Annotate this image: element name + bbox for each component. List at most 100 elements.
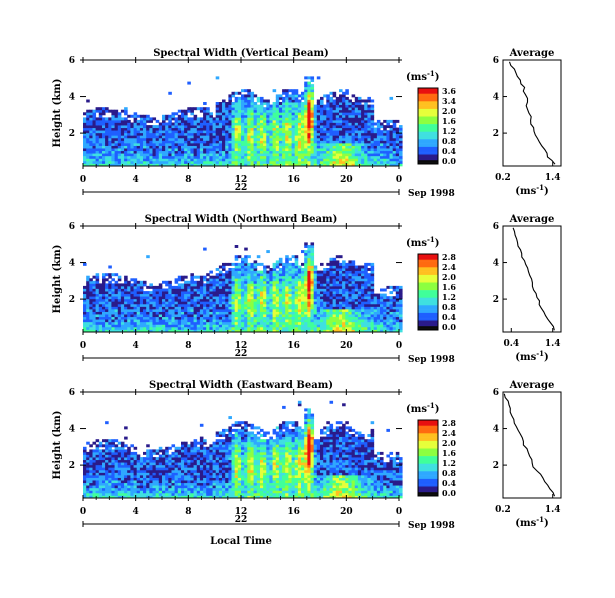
heatmap-cell <box>136 324 141 328</box>
heatmap-cell <box>380 145 384 149</box>
heatmap-cell <box>139 114 144 118</box>
heatmap-cell <box>269 293 273 297</box>
heatmap-cell <box>370 311 375 315</box>
heatmap-cell <box>127 319 131 323</box>
heatmap-cell <box>253 135 258 139</box>
heatmap-cell <box>291 122 296 126</box>
heatmap-cell <box>225 109 229 113</box>
heatmap-cell <box>95 283 100 287</box>
heatmap-cell <box>304 99 308 103</box>
heatmap-cell <box>297 102 302 105</box>
heatmap-cell <box>215 114 220 118</box>
heatmap-cell <box>392 311 397 315</box>
heatmap-cell <box>184 130 188 134</box>
heatmap-cell <box>89 109 93 113</box>
heatmap-cell <box>380 148 384 152</box>
heatmap-cell <box>234 150 239 154</box>
heatmap-cell <box>218 311 223 315</box>
heatmap-cell <box>250 319 255 323</box>
heatmap-cell <box>335 319 340 323</box>
heatmap-cell <box>304 91 308 95</box>
heatmap-cell <box>354 163 359 167</box>
heatmap-cell <box>288 122 292 126</box>
heatmap-cell <box>228 125 232 129</box>
heatmap-cell <box>376 163 381 167</box>
heatmap-cell <box>120 309 125 312</box>
heatmap-cell <box>237 140 242 144</box>
heatmap-cell <box>361 324 365 328</box>
heatmap-cell <box>348 112 352 116</box>
heatmap-cell <box>307 326 311 330</box>
heatmap-cell <box>291 303 296 307</box>
heatmap-cell <box>354 117 359 121</box>
heatmap-cell <box>253 314 258 318</box>
heatmap-cell <box>95 303 100 307</box>
heatmap-cell <box>130 329 134 333</box>
heatmap-cell <box>136 321 141 325</box>
heatmap-cell <box>395 160 400 164</box>
heatmap-cell <box>187 329 191 333</box>
heatmap-cell <box>310 265 315 269</box>
heatmap-cell <box>307 122 311 126</box>
heatmap-cell <box>241 314 245 318</box>
heatmap-cell <box>244 114 248 118</box>
heatmap-cell <box>383 130 387 134</box>
heatmap-cell <box>351 158 356 162</box>
heatmap-cell <box>367 155 371 159</box>
heatmap-cell <box>323 130 327 134</box>
heatmap-cell <box>184 145 188 149</box>
heatmap-cell <box>231 163 236 167</box>
heatmap-cell <box>294 288 299 292</box>
heatmap-cell <box>310 86 315 90</box>
heatmap-cell <box>383 319 387 323</box>
heatmap-cell <box>313 303 318 307</box>
heatmap-cell <box>98 150 103 154</box>
heatmap-cell <box>86 112 90 116</box>
heatmap-cell <box>98 122 103 126</box>
heatmap-cell <box>250 278 255 282</box>
heatmap-cell <box>316 155 321 159</box>
heatmap-cell <box>367 114 371 118</box>
heatmap-cell <box>335 102 340 105</box>
heatmap-cell <box>127 127 131 131</box>
heatmap-cell <box>285 137 289 141</box>
heatmap-cell <box>215 158 220 162</box>
heatmap-cell <box>399 321 403 325</box>
heatmap-cell <box>174 125 179 129</box>
heatmap-cell <box>193 329 198 333</box>
heatmap-cell <box>181 145 185 149</box>
heatmap-cell <box>174 291 179 295</box>
heatmap-cell <box>392 319 397 323</box>
heatmap-cell <box>102 107 106 111</box>
heatmap-cell <box>130 135 134 139</box>
heatmap-cell <box>237 99 242 103</box>
heatmap-cell <box>209 326 213 330</box>
heatmap-cell <box>288 311 292 315</box>
heatmap-cell <box>269 104 273 108</box>
heatmap-cell <box>187 280 191 284</box>
heatmap-cell <box>209 291 213 295</box>
heatmap-cell <box>367 137 371 141</box>
heatmap-cell <box>263 160 267 164</box>
heatmap-cell <box>83 137 87 141</box>
heatmap-cell <box>102 314 106 318</box>
heatmap-cell <box>253 137 258 141</box>
heatmap-cell <box>92 135 97 139</box>
heatmap-cell <box>117 135 122 139</box>
heatmap-cell <box>313 107 318 111</box>
heatmap-cells <box>83 76 403 167</box>
heatmap-cell <box>212 324 217 328</box>
profile-xlabel-exp: -1 <box>536 183 544 192</box>
heatmap-cell <box>335 150 340 154</box>
heatmap-cell <box>291 262 296 266</box>
heatmap-cell <box>95 137 100 141</box>
heatmap-cell <box>275 262 280 266</box>
heatmap-cell <box>357 270 362 274</box>
heatmap-cell <box>263 125 267 129</box>
heatmap-cell <box>105 119 109 123</box>
heatmap-cell <box>244 257 248 261</box>
heatmap-cell <box>307 86 311 90</box>
heatmap-cell <box>282 122 286 126</box>
heatmap-cell <box>124 309 128 312</box>
heatmap-cell <box>260 296 264 300</box>
